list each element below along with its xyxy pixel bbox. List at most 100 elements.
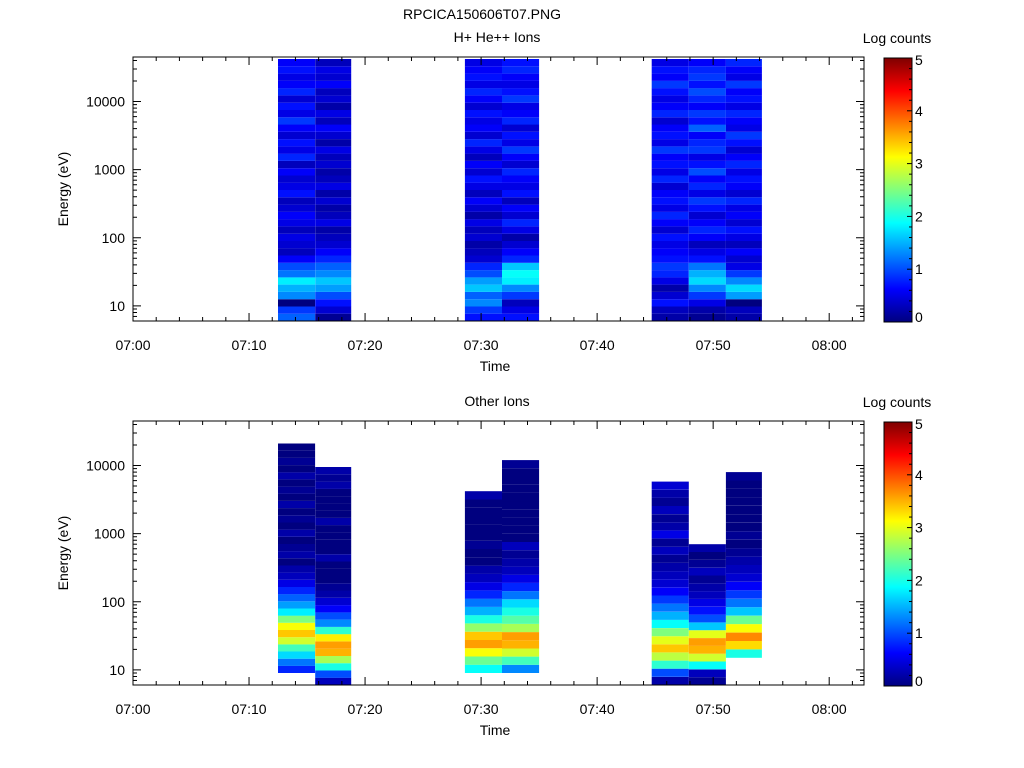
heatmap-cell [315,219,352,227]
heatmap-cell [464,631,502,640]
heatmap-cell [278,443,316,451]
heatmap-cell [315,160,352,169]
heatmap-cell [502,566,540,575]
heatmap-cell [278,255,316,263]
heatmap-cell [315,503,352,511]
heatmap-cell [651,603,689,612]
heatmap-cell [725,102,762,110]
heatmap-cell [725,146,762,154]
panel-other-ions: Other Ions 07:00 07:10 07:20 07:30 07:40 07:5… [55,393,931,738]
x-tick-label: 07:50 [696,337,731,353]
heatmap-cell [725,624,762,633]
heatmap-cell [688,284,726,292]
plot-frame [132,56,865,322]
colorbar-tick-label: 0 [915,673,923,689]
heatmap-cell [502,233,540,241]
heatmap-cell [688,139,726,147]
heatmap-cell [464,182,502,190]
heatmap-cell [315,605,352,613]
heatmap-cell [278,80,316,89]
heatmap-cell [725,590,762,599]
heatmap-cell [464,226,502,234]
heatmap-cell [688,88,726,96]
heatmap-cell [464,124,502,132]
heatmap-cell [725,607,762,616]
heatmap-cell [315,510,352,518]
heatmap-cell [315,248,352,256]
heatmap-cell [278,608,316,616]
heatmap-cell [464,248,502,256]
heatmap-cell [725,190,762,198]
heatmap-cell [502,153,540,161]
heatmap-cell [315,539,352,547]
heatmap-cell [688,110,726,118]
heatmap-cell [651,262,689,271]
heatmap-cell [315,517,352,526]
heatmap-cell [502,476,540,485]
heatmap-cell [688,277,726,285]
colorbar-tick-label: 3 [915,520,923,536]
heatmap-cell [725,197,762,205]
heatmap-cell [464,102,502,110]
heatmap-cell [278,110,316,118]
heatmap-cell [651,571,689,580]
colorbar-ticks: 0 1 2 3 4 5 [907,52,923,325]
heatmap-cell [651,255,689,263]
heatmap-cell [502,102,540,110]
heatmap-cell [725,284,762,292]
heatmap-cell [278,450,316,458]
heatmap-cell [315,124,352,132]
heatmap-cell [315,190,352,198]
heatmap-cell [502,582,540,592]
heatmap-cell [502,88,540,96]
heatmap-cell [464,557,502,566]
heatmap-cell [651,153,689,161]
heatmap-cell [464,73,502,81]
plot-frame [132,420,865,686]
heatmap-cell [278,601,316,609]
colorbar-label: Log counts [863,394,932,410]
heatmap-cell [651,579,689,588]
heatmap-cell [725,313,762,321]
heatmap-cell [502,131,540,140]
heatmap-cell [315,619,352,627]
heatmap-cell [651,284,689,292]
heatmap-cell [502,211,540,220]
heatmap-cell [315,481,352,489]
heatmap-cell [278,241,316,249]
heatmap-cell [688,653,726,662]
heatmap-cell [315,641,352,649]
heatmap-cell [278,182,316,190]
heatmap-cell [464,532,502,541]
heatmap-cell [278,291,316,300]
heatmap-cell [315,313,352,321]
heatmap-cell [315,102,352,110]
heatmap-cell [278,486,316,494]
heatmap-cell [278,226,316,234]
y-tick-label: 10000 [86,458,125,474]
heatmap-cell [278,587,316,595]
heatmap-cell [502,284,540,292]
heatmap-cell [278,139,316,147]
heatmap-cell [502,80,540,89]
heatmap-cell [464,66,502,74]
heatmap-cell [278,313,316,321]
heatmap-cell [464,664,502,673]
heatmap-cell [688,241,726,249]
heatmap-cell [315,182,352,190]
heatmap-cell [315,576,352,584]
heatmap-cell [464,59,502,67]
heatmap-cell [278,508,316,516]
heatmap-cell [688,131,726,140]
heatmap-cell [315,146,352,154]
heatmap-cell [464,88,502,96]
heatmap-cell [464,277,502,285]
heatmap-cell [651,306,689,314]
heatmap-cell [315,561,352,569]
heatmap-cell [278,124,316,132]
heatmap-cell [464,80,502,89]
heatmap-cell [502,59,540,67]
heatmap-cell [502,110,540,118]
heatmap-cell [278,637,316,645]
heatmap-cell [502,517,540,526]
